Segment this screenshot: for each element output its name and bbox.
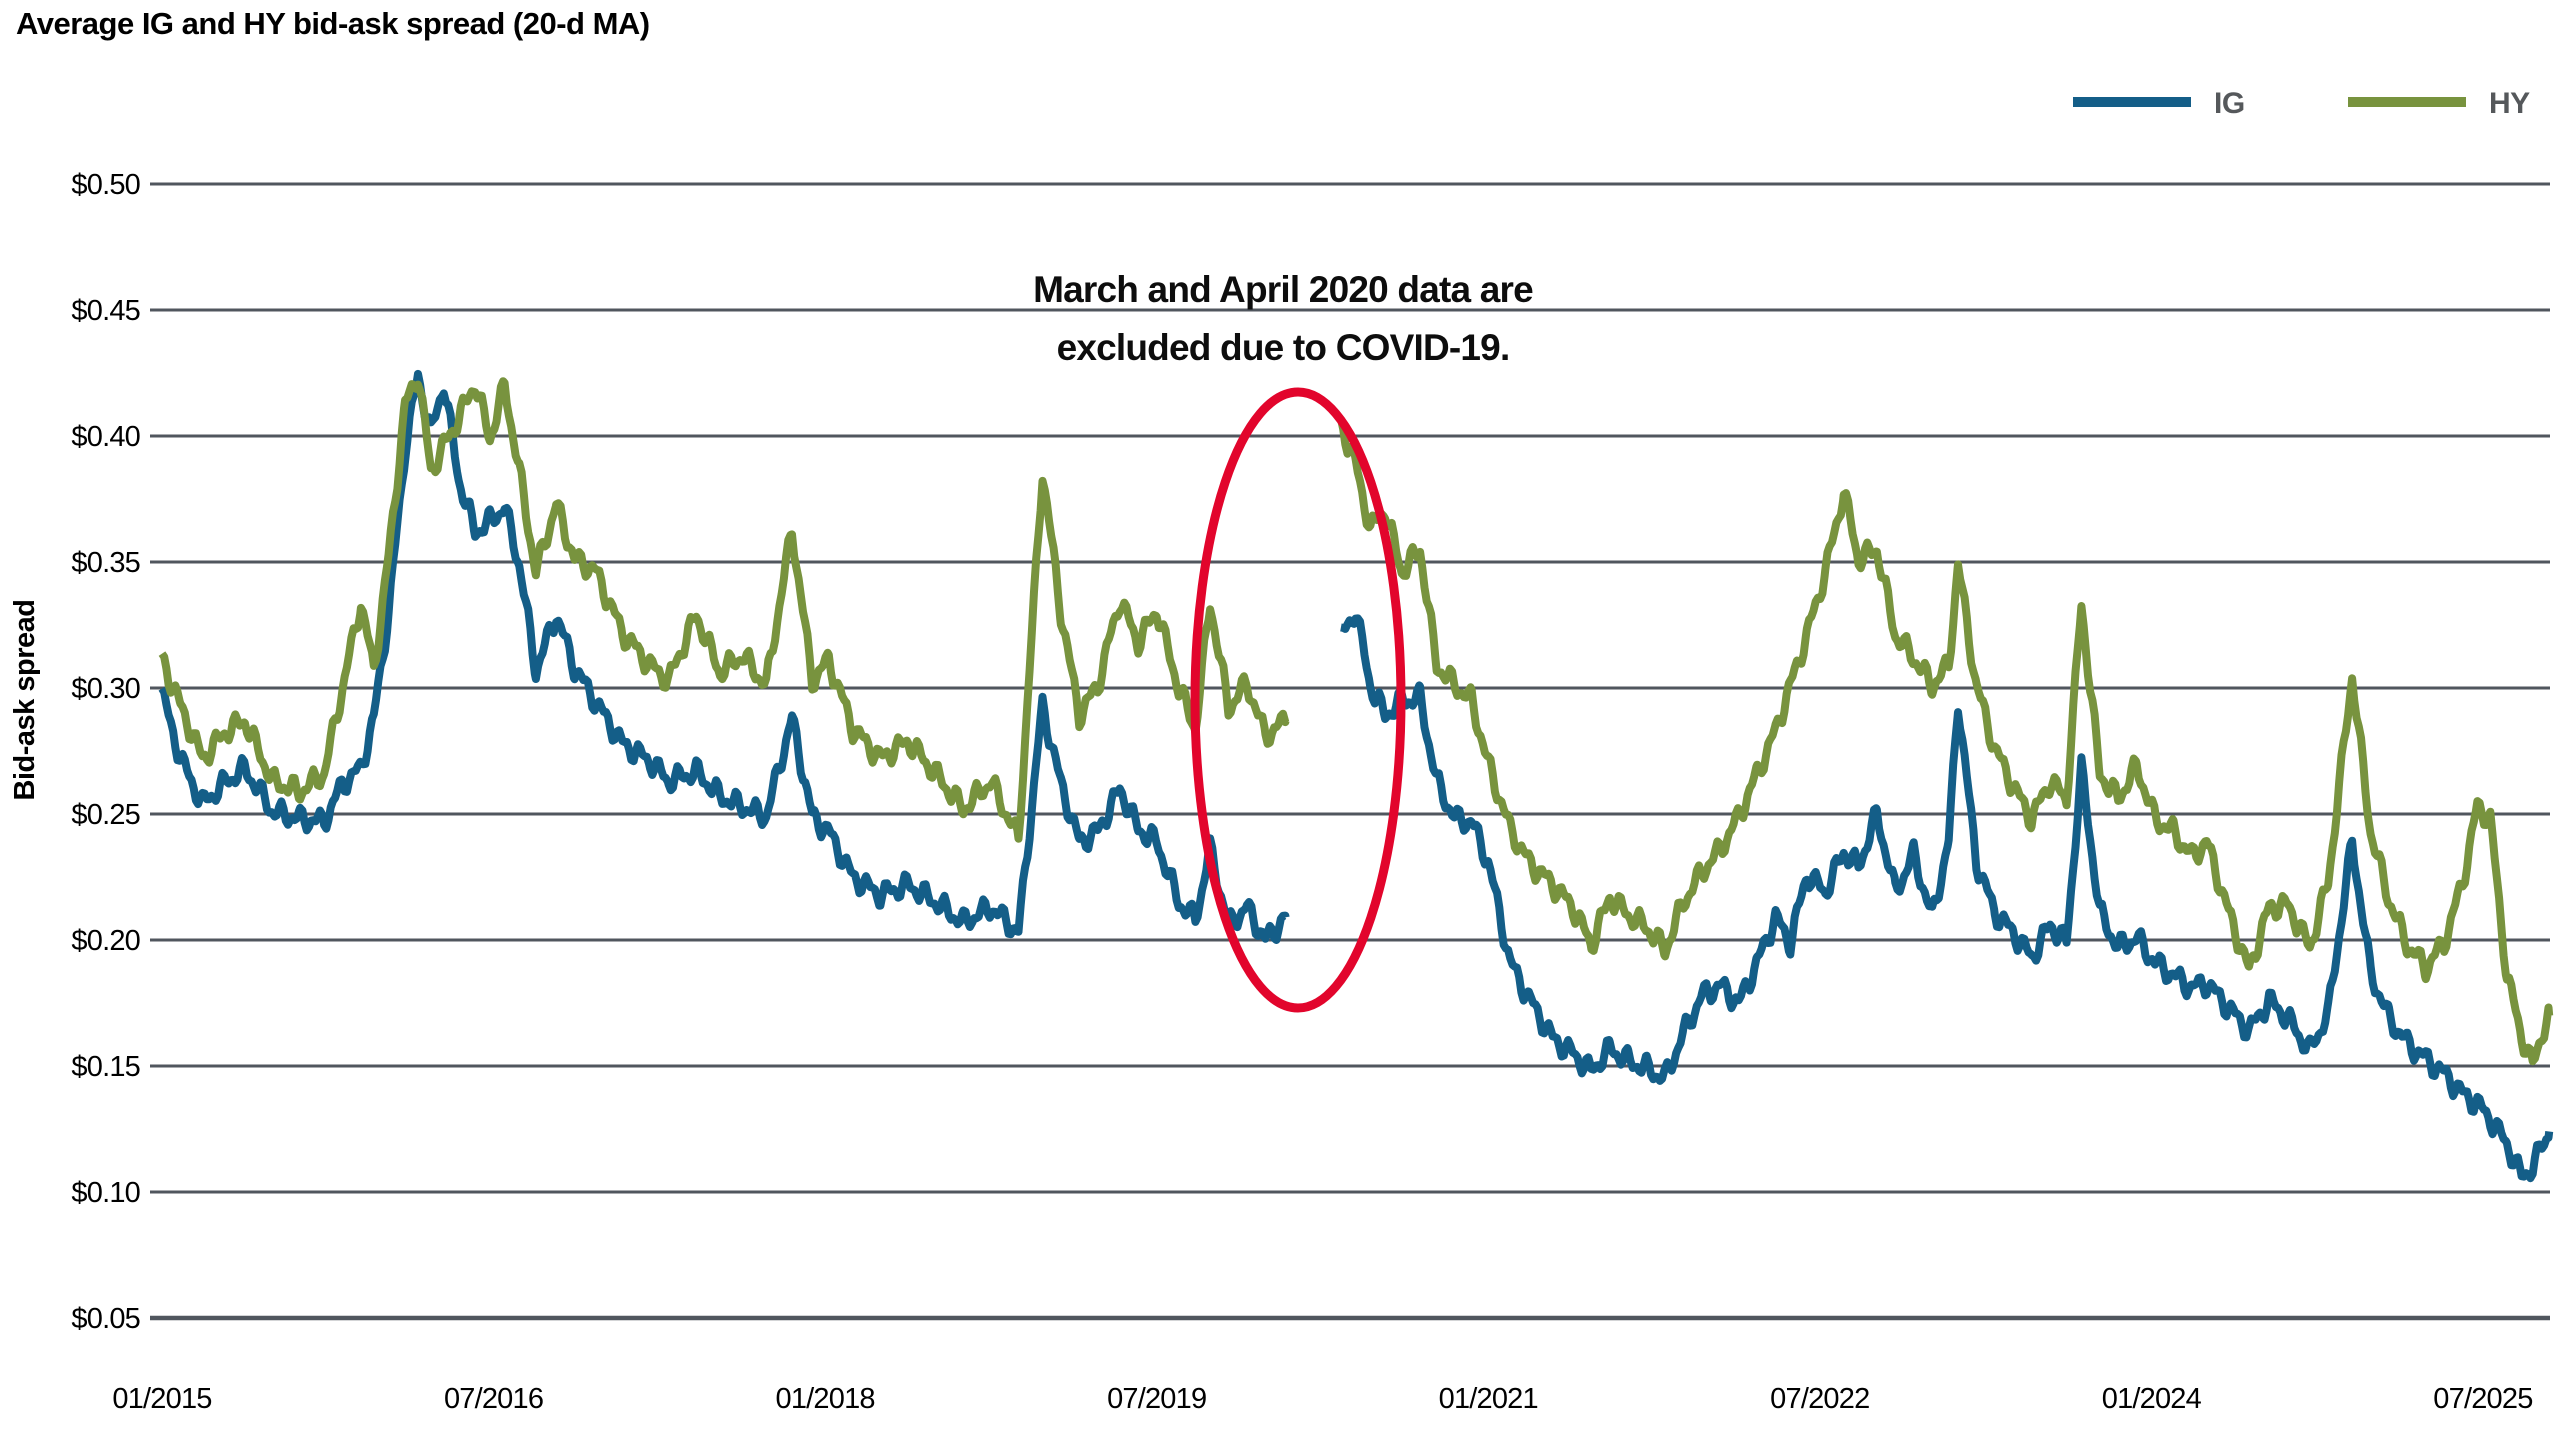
x-tick-label: 01/2015 (112, 1383, 211, 1415)
legend-label-hy: HY (2489, 87, 2530, 120)
series-line-ig (1339, 614, 2554, 1183)
x-tick-label: 07/2019 (1107, 1383, 1206, 1415)
legend: IG HY (2073, 87, 2531, 120)
y-tick-label: $0.50 (71, 169, 140, 201)
y-axis-title: Bid-ask spread (9, 600, 41, 801)
y-tick-label: $0.40 (71, 421, 140, 453)
x-tick-label: 07/2025 (2433, 1383, 2532, 1415)
annotation-line-2: excluded due to COVID-19. (1057, 327, 1510, 368)
y-tick-label: $0.10 (71, 1177, 140, 1209)
x-tick-label: 07/2022 (1770, 1383, 1869, 1415)
y-tick-label: $0.30 (71, 673, 140, 705)
series-line-hy (158, 377, 1290, 843)
covid-gap-ellipse (1190, 387, 1406, 1013)
y-tick-label: $0.05 (71, 1303, 140, 1335)
y-axis-tick-labels: $0.50 $0.45 $0.40 $0.35 $0.30 $0.25 $0.2… (71, 169, 140, 1335)
x-tick-label: 01/2021 (1439, 1383, 1538, 1415)
series-line-ig (158, 369, 1290, 944)
x-tick-label: 07/2016 (444, 1383, 543, 1415)
y-tick-label: $0.25 (71, 799, 140, 831)
gridlines (150, 182, 2550, 1321)
y-tick-label: $0.45 (71, 295, 140, 327)
legend-swatch-ig (2073, 97, 2191, 107)
y-tick-label: $0.20 (71, 925, 140, 957)
x-tick-label: 01/2018 (776, 1383, 875, 1415)
chart-title: Average IG and HY bid-ask spread (20-d M… (16, 6, 650, 41)
legend-swatch-hy (2348, 97, 2466, 107)
x-axis-tick-labels: 01/2015 07/2016 01/2018 07/2019 01/2021 … (112, 1383, 2533, 1415)
series-line-hy (1336, 417, 2554, 1066)
legend-label-ig: IG (2214, 87, 2245, 120)
annotation-line-1: March and April 2020 data are (1033, 269, 1533, 310)
series-lines (158, 369, 2554, 1183)
x-tick-label: 01/2024 (2102, 1383, 2202, 1415)
y-tick-label: $0.15 (71, 1051, 140, 1083)
y-tick-label: $0.35 (71, 547, 140, 579)
